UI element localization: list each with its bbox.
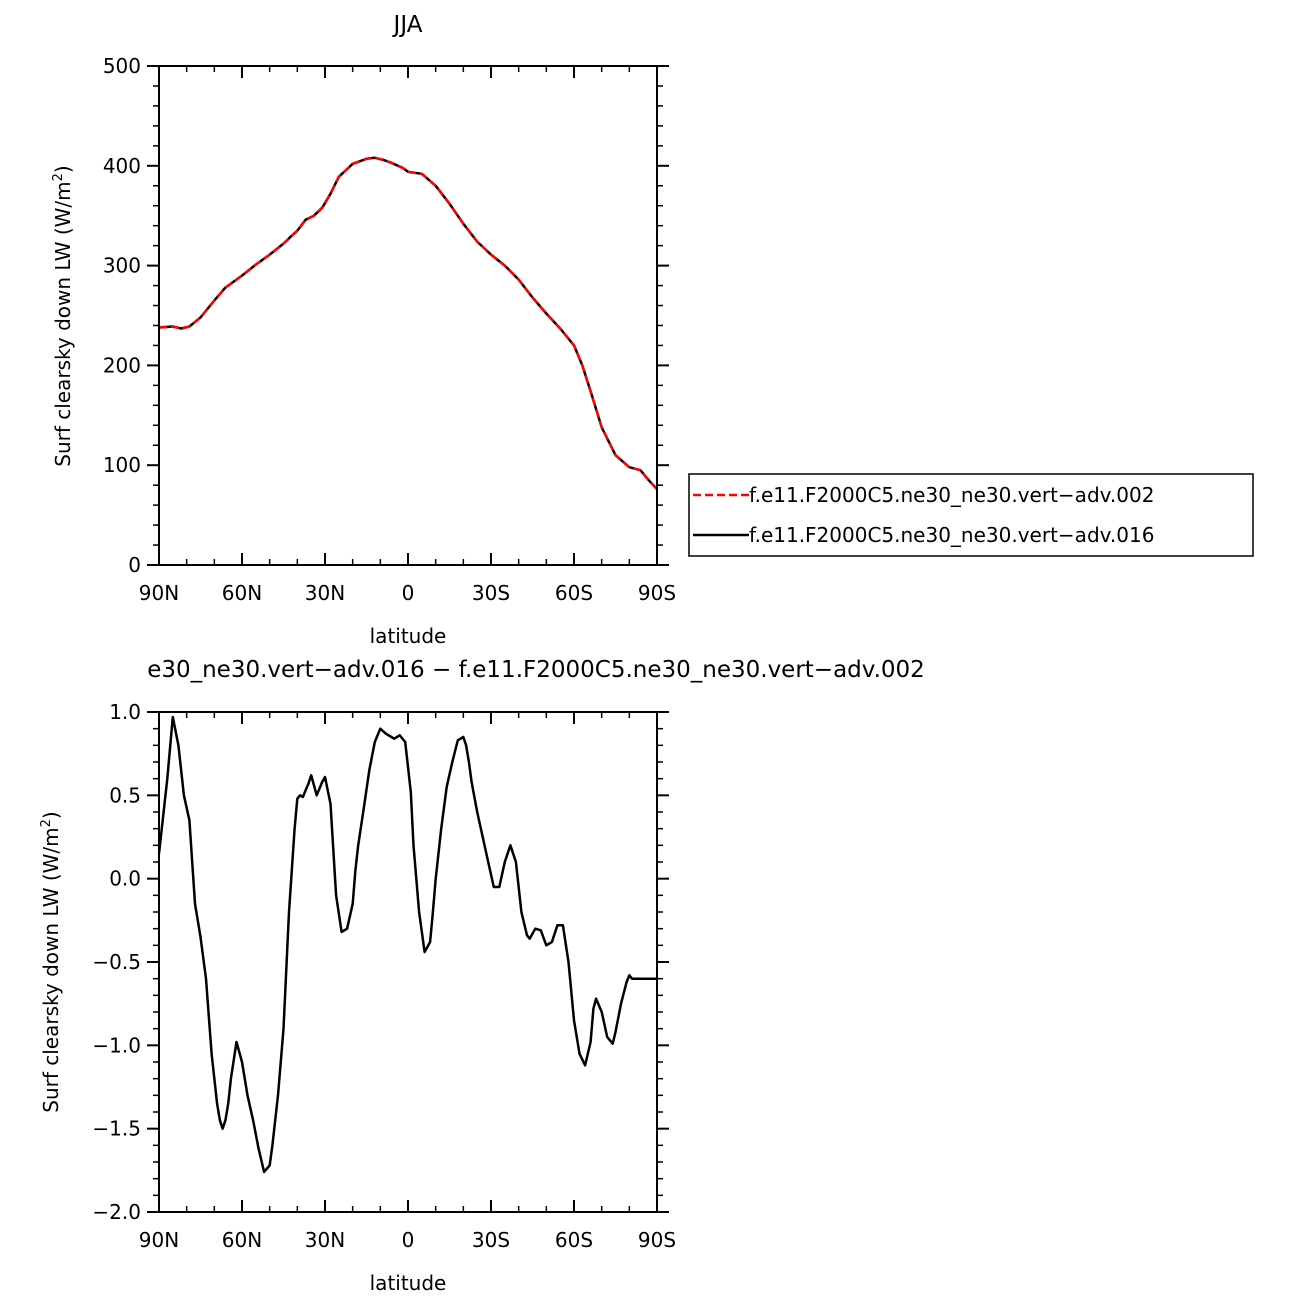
bottom-panel: e30_ne30.vert−adv.016 − f.e11.F2000C5.ne… [39,657,925,1295]
bottom-axes: 90N 60N 30N 0 30S 60S 90S 1.0 0.5 0.0 −0.5 −1.0 −1.5… [92,700,676,1252]
top-y-tick-label: 300 [103,254,141,278]
top-series-line-0 [158,156,658,491]
bottom-x-tick-label: 60N [222,1228,262,1252]
bottom-x-tick-label: 60S [555,1228,593,1252]
bottom-y-axis-label: Surf clearsky down LW (W/m2) [39,811,63,1112]
top-plot-frame [158,65,658,566]
legend-box [688,473,1254,557]
bottom-y-tick-label: 0.0 [109,867,141,891]
top-series-line-1 [158,156,658,491]
top-y-tick-label: 400 [103,154,141,178]
top-axes: 90N 60N 30N 0 30S 60S 90S 0 100 200 300 400 500 [103,54,676,605]
legend-label-016: f.e11.F2000C5.ne30_ne30.vert−adv.016 [749,523,1154,547]
top-x-tick-label: 30S [472,581,510,605]
bottom-y-tick-label: 0.5 [109,783,141,807]
top-series-group [158,156,658,491]
bottom-x-tick-label: 0 [402,1228,415,1252]
bottom-plot-frame [158,711,658,1213]
top-x-tick-label: 90N [139,581,179,605]
bottom-x-tick-label: 30S [472,1228,510,1252]
top-y-tick-label: 100 [103,453,141,477]
bottom-x-tick-label: 30N [305,1228,345,1252]
bottom-series-group [157,715,657,1174]
top-x-tick-label: 0 [402,581,415,605]
top-y-tick-label: 500 [103,54,141,78]
bottom-y-tick-label: −1.5 [92,1117,141,1141]
top-x-tick-label: 60N [222,581,262,605]
bottom-chart-title: e30_ne30.vert−adv.016 − f.e11.F2000C5.ne… [147,657,925,683]
top-x-axis-label: latitude [370,624,447,648]
top-chart-title: JJA [392,12,423,38]
bottom-x-tick-label: 90S [638,1228,676,1252]
top-y-tick-label: 0 [128,553,141,577]
legend: f.e11.F2000C5.ne30_ne30.vert−adv.002 f.e… [688,473,1254,557]
legend-label-002: f.e11.F2000C5.ne30_ne30.vert−adv.002 [749,483,1154,507]
bottom-y-tick-label: −1.0 [92,1033,141,1057]
bottom-x-axis-label: latitude [370,1271,447,1295]
bottom-x-tick-label: 90N [139,1228,179,1252]
bottom-y-tick-label: −2.0 [92,1200,141,1224]
top-x-tick-label: 30N [305,581,345,605]
bottom-y-tick-label: 1.0 [109,700,141,724]
top-y-tick-label: 200 [103,353,141,377]
bottom-series-line-0 [157,715,657,1174]
top-panel: JJA 90N 60N 30N 0 30S 60S 90S0100200300400500 … [51,12,676,648]
bottom-y-tick-label: −0.5 [92,950,141,974]
top-x-tick-label: 90S [638,581,676,605]
top-y-axis-label: Surf clearsky down LW (W/m2) [51,165,75,466]
top-x-tick-label: 60S [555,581,593,605]
